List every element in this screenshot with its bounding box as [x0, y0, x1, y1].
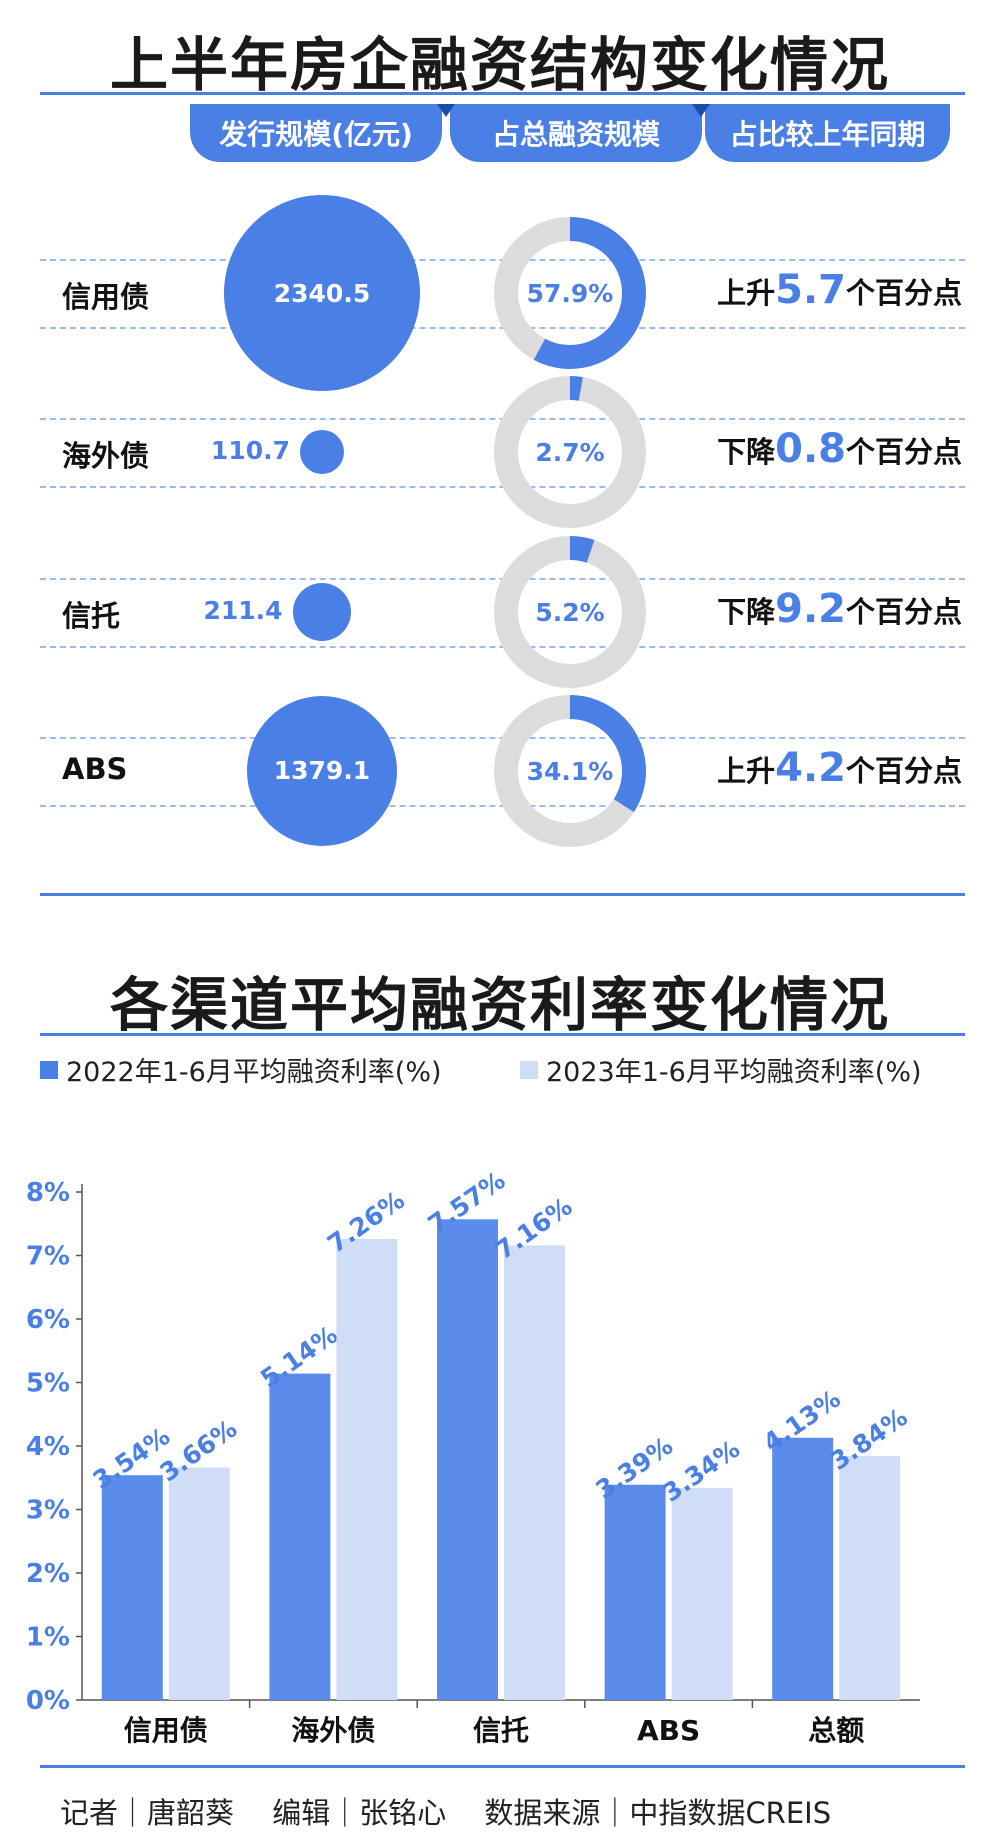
y-tick-label: 7% [26, 1242, 70, 1272]
share-donut: 34.1% [494, 695, 646, 847]
change-value: 5.7 [775, 267, 846, 313]
change-unit: 个百分点 [845, 435, 962, 469]
change-unit: 个百分点 [845, 754, 962, 788]
bar-2022 [604, 1484, 666, 1700]
share-percent-label: 5.2% [535, 598, 604, 627]
credits: 记者｜唐韶葵 编辑｜张铭心 数据来源｜中指数据CREIS [60, 1796, 832, 1830]
chart-title: 各渠道平均融资利率变化情况 [109, 971, 890, 1039]
x-category-label: 海外债 [291, 1714, 375, 1747]
y-tick-label: 4% [26, 1432, 70, 1462]
share-donut: 5.2% [494, 536, 646, 688]
y-tick-label: 6% [26, 1305, 70, 1335]
footer-rule [40, 1765, 965, 1768]
y-tick-label: 1% [26, 1623, 70, 1653]
issue-scale-circle: 2340.5 [224, 195, 420, 391]
x-category-label: 总额 [808, 1714, 864, 1747]
tab-share-change: 占比较上年同期 [705, 104, 950, 162]
bar-chart: 0%1%2%3%4%5%6%7%8%3.54%3.66%信用债5.14%7.26… [26, 1166, 920, 1747]
issue-scale-circle [300, 430, 344, 474]
change-value: 0.8 [775, 426, 846, 472]
share-donut: 57.9% [494, 217, 646, 369]
tab-share-total: 占总融资规模 [450, 104, 702, 162]
y-tick-label: 0% [26, 1686, 70, 1716]
row-dashed-line [40, 805, 965, 807]
legend-item-2023: 2023年1-6月平均融资利率(%) [520, 1050, 922, 1089]
donut-share-arc [494, 376, 646, 528]
tab-issue-scale: 发行规模(亿元) [190, 104, 442, 162]
change-value: 9.2 [775, 586, 846, 632]
y-tick-label: 3% [26, 1496, 70, 1526]
y-tick-label: 2% [26, 1559, 70, 1589]
tab-notch-marker [692, 104, 710, 117]
legend-swatch [520, 1060, 538, 1079]
legend-label: 2022年1-6月平均融资利率(%) [66, 1057, 442, 1088]
share-change-text: 下降0.8个百分点 [717, 426, 962, 472]
issue-scale-circle [292, 582, 352, 642]
share-percent-label: 34.1% [527, 757, 614, 786]
share-change-text: 上升4.2个百分点 [717, 745, 962, 791]
change-unit: 个百分点 [845, 276, 962, 310]
y-tick-label: 5% [26, 1369, 70, 1399]
row-label: 信托 [62, 599, 121, 633]
x-category-label: 信用债 [124, 1714, 208, 1747]
page-title: 上半年房企融资结构变化情况 [109, 31, 890, 99]
row-label: 海外债 [62, 439, 150, 473]
issue-scale-value: 211.4 [203, 596, 283, 625]
section-divider [40, 893, 965, 896]
share-change-text: 上升5.7个百分点 [717, 267, 962, 313]
bar-2023 [839, 1456, 901, 1700]
title-rule [40, 92, 965, 95]
bar-2023 [671, 1487, 733, 1700]
donut-share-arc [494, 536, 646, 688]
share-percent-label: 57.9% [527, 279, 614, 308]
share-change-text: 下降9.2个百分点 [717, 586, 962, 632]
legend-item-2022: 2022年1-6月平均融资利率(%) [40, 1050, 442, 1089]
donut-share-arc [494, 217, 646, 369]
issue-scale-circle: 1379.1 [246, 695, 398, 847]
share-donut: 2.7% [494, 376, 646, 528]
bar-2022 [101, 1475, 163, 1700]
legend-swatch [40, 1060, 58, 1079]
row-label: 信用债 [62, 280, 150, 314]
share-percent-label: 2.7% [535, 438, 604, 467]
row-dashed-line [40, 486, 965, 488]
legend-label: 2023年1-6月平均融资利率(%) [546, 1057, 922, 1088]
donut-share-arc [494, 695, 646, 847]
title-rule [40, 1033, 965, 1036]
row-dashed-line [40, 327, 965, 329]
change-direction: 上升 [717, 276, 776, 310]
change-direction: 下降 [717, 435, 776, 469]
bar-2023 [336, 1238, 398, 1700]
x-category-label: 信托 [473, 1714, 529, 1747]
change-direction: 上升 [717, 754, 776, 788]
change-unit: 个百分点 [845, 595, 962, 629]
bar-2022 [437, 1219, 498, 1700]
tab-notch-marker [437, 104, 455, 117]
row-dashed-line [40, 646, 965, 648]
bar-2023 [168, 1467, 230, 1700]
y-tick-label: 8% [26, 1178, 70, 1208]
change-value: 4.2 [775, 745, 846, 791]
bar-2022 [772, 1437, 834, 1700]
issue-scale-value: 110.7 [210, 436, 290, 465]
bar-2022 [269, 1373, 331, 1700]
bar-2023 [504, 1245, 565, 1700]
row-label: ABS [62, 752, 128, 786]
change-direction: 下降 [717, 595, 776, 629]
x-category-label: ABS [637, 1714, 700, 1747]
